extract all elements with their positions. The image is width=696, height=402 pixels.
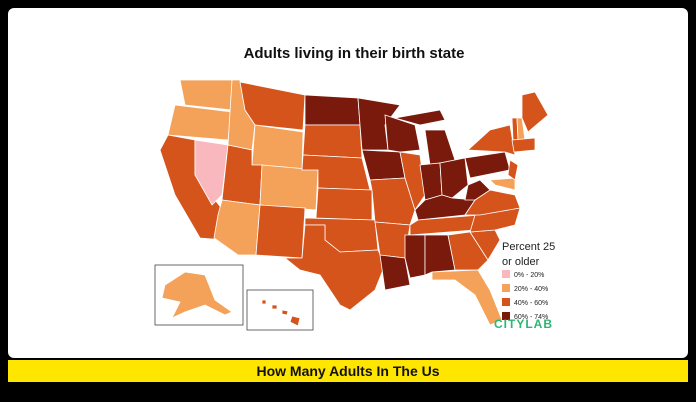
state <box>439 157 469 199</box>
legend-title: or older <box>502 256 540 268</box>
state <box>521 91 549 133</box>
caption-bar <box>8 360 688 382</box>
state <box>384 114 421 153</box>
state <box>511 137 536 153</box>
state <box>304 94 361 126</box>
us-map <box>159 79 549 327</box>
state <box>179 79 233 111</box>
legend-label: 0% - 20% <box>514 272 544 279</box>
state <box>289 315 301 327</box>
state <box>283 224 386 311</box>
state <box>399 151 426 211</box>
state <box>431 269 503 326</box>
legend-swatch <box>502 312 510 320</box>
state <box>361 149 406 181</box>
alaska-inset <box>154 264 244 326</box>
state <box>507 159 519 181</box>
state <box>404 234 426 279</box>
map-title: Adults living in their birth state <box>244 45 465 62</box>
legend-label: 40% - 60% <box>514 300 548 307</box>
legend-swatch <box>502 284 510 292</box>
state <box>259 164 319 211</box>
state <box>447 231 489 271</box>
state <box>489 177 516 191</box>
state <box>302 124 363 159</box>
legend-title: Percent 25 <box>502 241 555 253</box>
legend-swatch <box>502 270 510 278</box>
state <box>394 109 446 126</box>
brand: CITYLAB <box>494 317 553 331</box>
state <box>239 81 306 131</box>
legend-label: 20% - 40% <box>514 286 548 293</box>
legend-label: 60% - 74% <box>514 314 548 321</box>
legend-swatch <box>502 298 510 306</box>
state <box>255 204 306 259</box>
state <box>315 187 373 221</box>
state <box>464 179 491 201</box>
state <box>251 124 304 171</box>
state <box>271 304 278 310</box>
legend: Percent 25 or older 0% - 20% 20% - 40% 40% -… <box>502 241 555 321</box>
caption: How Many Adults In The Us <box>256 363 439 379</box>
hawaii-inset <box>246 289 314 331</box>
state <box>379 254 411 291</box>
state <box>424 234 456 276</box>
state <box>161 271 233 319</box>
state <box>261 299 267 305</box>
state <box>281 309 289 316</box>
state <box>194 139 229 206</box>
